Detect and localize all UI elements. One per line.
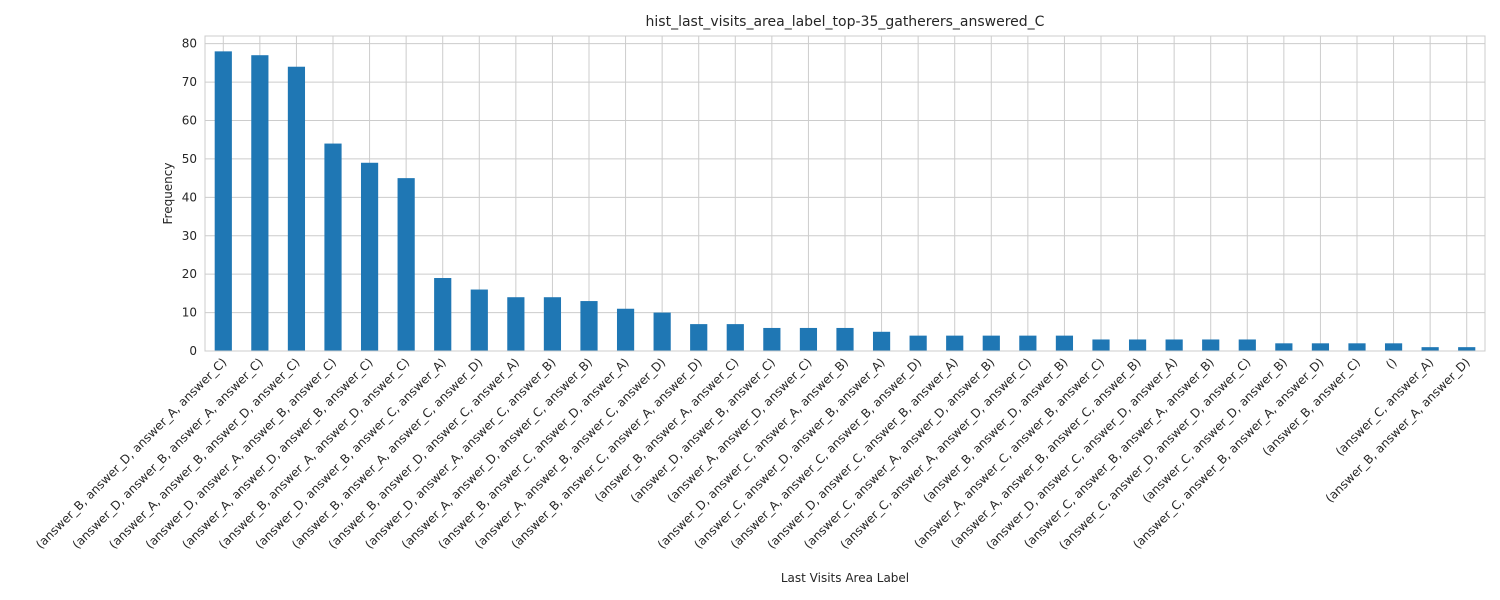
bar — [982, 335, 1000, 351]
bar — [580, 301, 598, 351]
bar — [360, 162, 379, 351]
y-axis-ticks: 0 10 20 30 40 50 60 70 80 — [182, 37, 197, 358]
bar — [909, 335, 927, 351]
bar — [616, 308, 635, 351]
bar — [324, 143, 342, 351]
chart-title: hist_last_visits_area_label_top-35_gathe… — [646, 14, 1045, 30]
bar — [543, 297, 562, 351]
bar — [690, 324, 708, 351]
bar — [946, 335, 964, 351]
grid-layer — [205, 36, 1485, 352]
y-tick-label: 80 — [182, 37, 197, 51]
bar — [1275, 343, 1293, 351]
bar — [1348, 343, 1366, 351]
x-axis-label: Last Visits Area Label — [781, 571, 909, 585]
y-tick-label: 70 — [182, 75, 197, 89]
y-tick-label: 20 — [182, 267, 197, 281]
bar — [726, 324, 744, 351]
bars-layer — [214, 51, 1476, 352]
plot-frame — [204, 35, 1486, 352]
bar — [653, 312, 671, 351]
bar — [1092, 339, 1110, 351]
bar — [1458, 347, 1476, 351]
bar — [1165, 339, 1183, 351]
bar — [214, 51, 232, 352]
bar — [1384, 343, 1403, 351]
bar — [799, 327, 818, 351]
bar — [470, 289, 488, 351]
bar — [1311, 343, 1330, 351]
bar — [872, 331, 891, 351]
bar — [763, 327, 781, 351]
bar — [1202, 339, 1220, 351]
y-axis-label: Frequency — [161, 163, 175, 225]
x-tick-label: () — [1383, 355, 1400, 372]
y-tick-label: 10 — [182, 306, 197, 320]
bar — [1238, 339, 1256, 351]
bar — [287, 66, 306, 352]
bar — [1128, 339, 1147, 351]
y-tick-label: 60 — [182, 114, 197, 128]
bar — [1421, 347, 1439, 351]
y-tick-label: 40 — [182, 190, 197, 204]
bar — [836, 327, 854, 351]
bar — [397, 178, 415, 351]
y-tick-label: 30 — [182, 229, 197, 243]
y-tick-label: 50 — [182, 152, 197, 166]
bar — [1019, 335, 1037, 351]
y-tick-label: 0 — [189, 344, 197, 358]
bar — [1055, 335, 1074, 351]
x-axis-ticks: (answer_B, answer_D, answer_A, answer_C)… — [33, 355, 1473, 552]
bar — [434, 278, 452, 351]
bar — [507, 297, 525, 351]
bar — [251, 55, 269, 352]
